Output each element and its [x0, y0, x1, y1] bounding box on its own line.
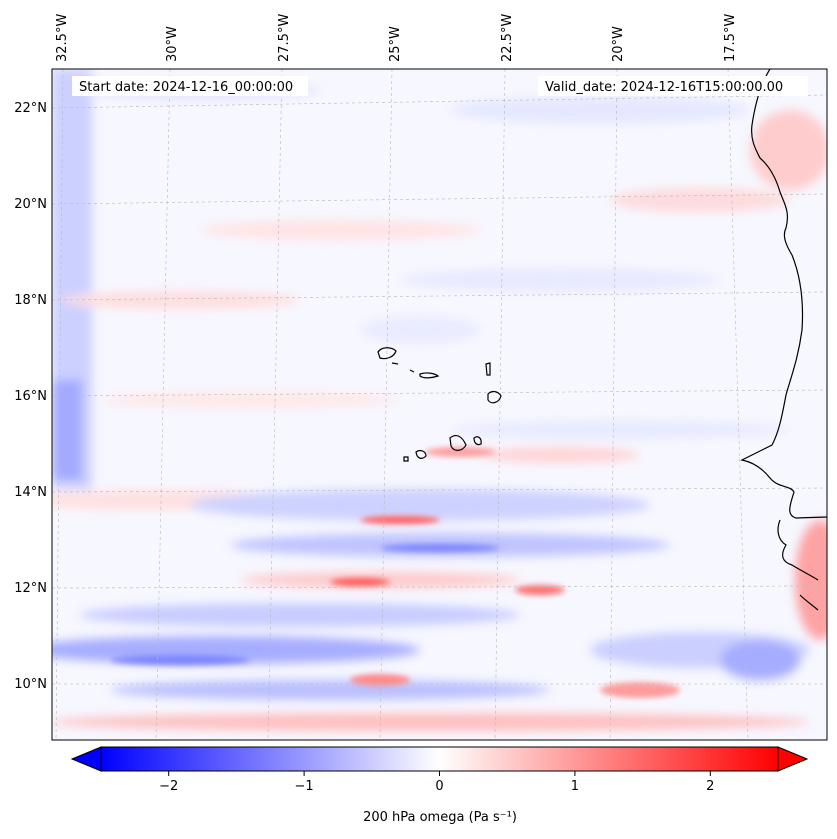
lon-label-22-5w: 22.5°W: [500, 14, 515, 62]
colorbar-tick-label: −1: [295, 779, 314, 794]
colorbar-gradient: [100, 746, 779, 772]
lat-label-10n: 10°N: [14, 677, 47, 692]
colorbar-extend-min: [70, 746, 102, 772]
lat-label-20n: 20°N: [14, 197, 47, 212]
colorbar-tick-label: 2: [706, 779, 714, 794]
start-date-label: Start date: 2024-12-16_00:00:00: [79, 80, 293, 95]
coastlines: [740, 69, 827, 611]
lat-label-22n: 22°N: [14, 101, 47, 116]
lon-label-20w: 20°W: [611, 26, 626, 62]
lon-label-30w: 30°W: [165, 26, 180, 62]
bissagos-coast: [799, 594, 819, 611]
lat-label-18n: 18°N: [14, 293, 47, 308]
lon-label-17-5w: 17.5°W: [723, 14, 738, 62]
lat-label-16n: 16°N: [14, 389, 47, 404]
island-brava: [403, 456, 409, 462]
colorbar-tick-label: 1: [571, 779, 579, 794]
start-date-box: [72, 76, 308, 96]
colorbar-tick-label: −2: [159, 779, 178, 794]
valid-date-label: Valid_date: 2024-12-16T15:00:00.00: [545, 80, 783, 95]
colorbar-ticks: [168, 771, 711, 776]
omega-field: [52, 69, 827, 731]
map-frame: [51, 68, 828, 741]
lat-label-12n: 12°N: [14, 581, 47, 596]
island-sao-vicente: [391, 362, 399, 365]
latitude-labels: 22°N 20°N 18°N 16°N 14°N 12°N 10°N: [14, 101, 47, 692]
lon-label-25w: 25°W: [388, 26, 403, 62]
africa-coastline: [740, 69, 827, 519]
lon-label-32-5w: 32.5°W: [55, 14, 70, 62]
colorbar-tick-labels: −2 −1 0 1 2: [159, 779, 714, 794]
lat-label-14n: 14°N: [14, 485, 47, 500]
colorbar-extend-max: [777, 746, 809, 772]
map-gridlines: [52, 69, 827, 740]
cape-verde-islands: [377, 347, 502, 462]
colorbar-label: 200 hPa omega (Pa s⁻¹): [363, 810, 517, 825]
guinea-coastline: [777, 519, 819, 581]
island-sao-nicolau: [419, 372, 440, 379]
island-maio: [473, 436, 482, 446]
longitude-labels: 32.5°W 30°W 27.5°W 25°W 22.5°W 20°W 17.5…: [55, 14, 738, 62]
island-boa-vista: [487, 390, 502, 404]
lon-label-27-5w: 27.5°W: [277, 14, 292, 62]
island-fogo: [415, 450, 427, 459]
island-santiago: [449, 435, 467, 451]
valid-date-box: [538, 76, 808, 96]
island-sal: [485, 362, 491, 376]
colorbar: −2 −1 0 1 2 200 hPa omega (Pa s⁻¹): [70, 746, 809, 825]
island-santa-luzia: [409, 369, 415, 373]
island-santo-antao: [377, 347, 397, 360]
colorbar-tick-label: 0: [435, 779, 443, 794]
